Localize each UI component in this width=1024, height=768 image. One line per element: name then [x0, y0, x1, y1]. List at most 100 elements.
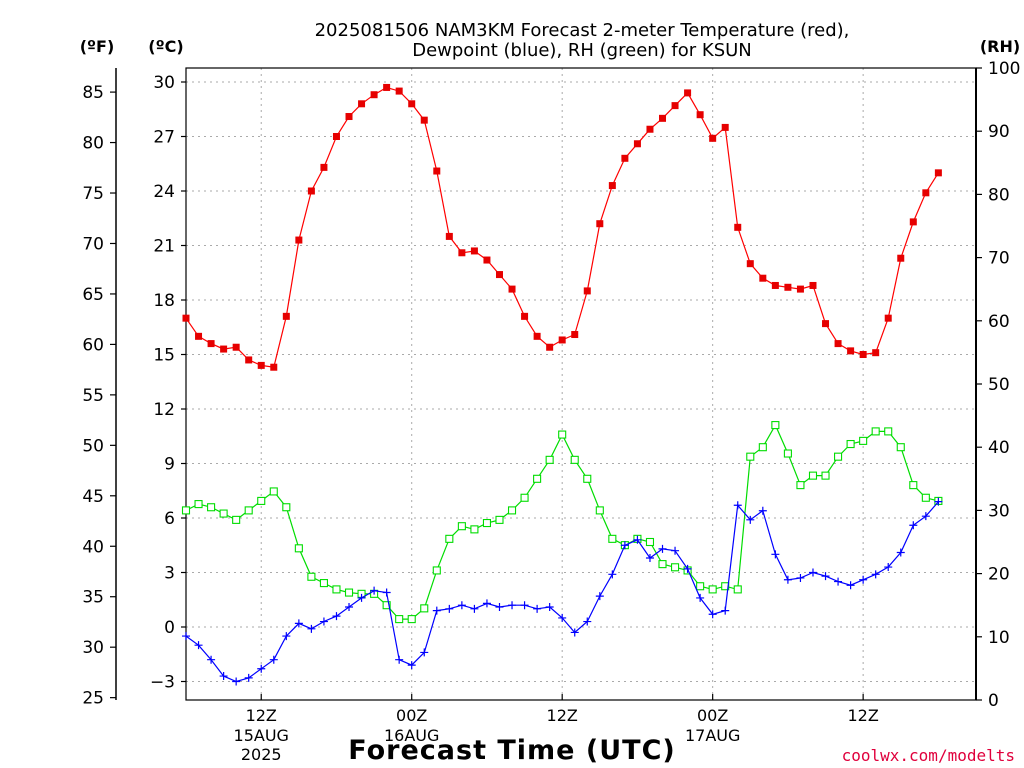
tick-label-rh: 100 — [988, 59, 1020, 79]
dewpoint-point — [683, 564, 692, 573]
rh-point — [758, 443, 767, 452]
dewpoint-point — [871, 570, 880, 579]
temperature-point — [395, 87, 403, 95]
tick-label-rh: 60 — [988, 312, 1010, 332]
tick-label-c: 24 — [153, 182, 175, 202]
x-axis-label: Forecast Time (UTC) — [348, 735, 675, 766]
rh-point — [896, 443, 905, 452]
dewpoint-point — [533, 604, 542, 613]
dewpoint-point — [282, 632, 291, 641]
dewpoint-point — [420, 648, 429, 657]
tick-label-c: 12 — [153, 400, 175, 420]
tick-year-label: 2025 — [241, 745, 282, 764]
temperature-point — [847, 347, 855, 355]
rh-point — [194, 500, 203, 509]
rh-point — [307, 572, 316, 581]
temperature-point — [734, 223, 742, 231]
temperature-point — [633, 140, 641, 148]
temperature-point — [458, 249, 466, 257]
dewpoint-point — [269, 655, 278, 664]
tick-label-rh: 20 — [988, 565, 1010, 585]
rh-point — [808, 471, 818, 480]
temperature-point — [320, 163, 328, 171]
credit-text: coolwx.com/modelts — [842, 746, 1015, 765]
dewpoint-point — [583, 617, 592, 626]
tick-label-c: 15 — [153, 346, 175, 366]
temperature-point — [445, 232, 453, 240]
temperature-point — [771, 281, 779, 289]
dewpoint-point — [796, 573, 805, 582]
temperature-point — [709, 134, 717, 142]
rh-point — [533, 474, 542, 483]
tick-label-c: −3 — [150, 673, 175, 693]
tick-label-f: 40 — [82, 537, 104, 557]
rh-point — [282, 503, 291, 512]
dewpoint-point — [671, 546, 680, 555]
tick-label-rh: 50 — [988, 375, 1010, 395]
chart-title-line2: Dewpoint (blue), RH (green) for KSUN — [412, 40, 752, 61]
dewpoint-point — [633, 535, 642, 544]
temperature-point — [495, 271, 503, 279]
temperature-point — [220, 345, 228, 353]
dewpoint-point — [821, 572, 830, 581]
dewpoint-point — [771, 550, 780, 559]
dewpoint-point — [407, 661, 416, 670]
dewpoint-point — [294, 619, 303, 628]
rh-point — [595, 506, 604, 515]
temperature-point — [295, 236, 303, 244]
rh-point — [420, 604, 429, 613]
dewpoint-point — [232, 677, 241, 686]
rh-point — [821, 471, 830, 480]
dewpoint-point — [909, 521, 918, 530]
dewpoint-point — [382, 588, 391, 597]
temperature-point — [884, 314, 892, 322]
temperature-point — [232, 343, 240, 351]
temperature-point — [245, 356, 253, 364]
temperature-point — [621, 154, 629, 162]
title-block: 2025081506 NAM3KM Forecast 2-meter Tempe… — [315, 20, 850, 61]
temperature-point — [746, 260, 754, 268]
dewpoint-point — [357, 593, 366, 602]
dewpoint-point — [370, 586, 379, 595]
rh-point — [344, 588, 354, 597]
rh-point — [181, 506, 191, 515]
dewpoint-point — [696, 593, 705, 602]
tick-date-label: 15AUG — [234, 726, 289, 745]
temperature-point — [307, 187, 315, 195]
dewpoint-point — [783, 575, 792, 584]
dewpoint-point — [645, 553, 654, 562]
temperature-point — [659, 114, 667, 122]
rh-point — [909, 481, 918, 490]
dewpoint-point — [345, 603, 354, 612]
rh-point — [834, 452, 843, 461]
rh-point — [696, 582, 705, 591]
tick-label-x: 00Z — [697, 706, 728, 725]
temperature-point — [195, 332, 203, 340]
temperature-point — [759, 274, 767, 282]
temperature-point — [596, 220, 604, 228]
rh-point — [796, 481, 805, 490]
tick-label-c: 27 — [153, 128, 175, 148]
grid — [186, 68, 976, 700]
rh-point — [658, 560, 667, 569]
tick-label-rh: 70 — [988, 249, 1010, 269]
rh-point — [708, 585, 717, 594]
rh-point — [482, 518, 492, 528]
rh-point — [583, 474, 592, 483]
tick-label-f: 50 — [82, 436, 104, 456]
dewpoint-point — [482, 599, 491, 608]
tick-label-c: 21 — [153, 237, 175, 257]
temperature-point — [822, 320, 830, 328]
dewpoint-point — [896, 548, 905, 557]
tick-label-x: 12Z — [547, 706, 578, 725]
dewpoint-point — [182, 632, 190, 641]
rh-point — [319, 579, 328, 588]
temperature-point — [922, 189, 930, 197]
tick-label-rh: 40 — [988, 438, 1010, 458]
temperature-point — [182, 314, 190, 322]
tick-label-x: 12Z — [246, 706, 277, 725]
rh-point — [407, 615, 416, 624]
tick-label-x: 12Z — [847, 706, 878, 725]
